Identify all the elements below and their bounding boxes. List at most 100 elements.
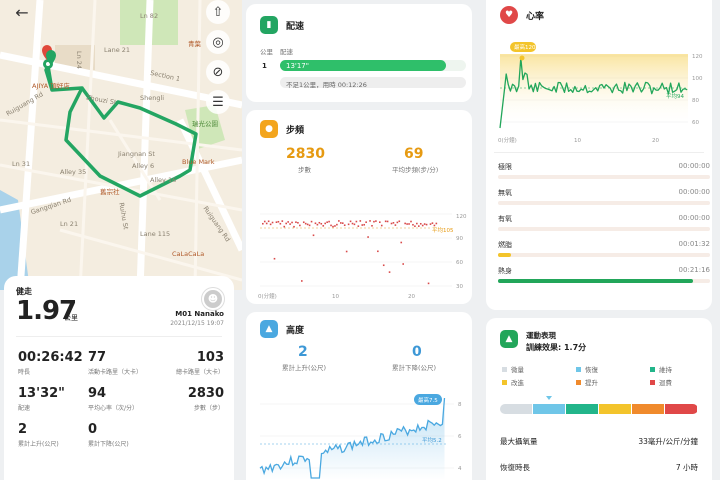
heart-y-tick: 60 xyxy=(692,120,699,126)
street-label: Jiangnan St xyxy=(118,150,155,158)
effect-bar-segment xyxy=(599,404,631,414)
distance-value: 1.97 xyxy=(16,296,77,326)
zone-fill xyxy=(498,279,694,283)
cadence-point xyxy=(400,241,403,244)
heart-zone-row: 無氧 00:00:00 xyxy=(498,188,710,216)
cadence-x-tick: 20 xyxy=(408,294,415,300)
heart-rate-chart: 最高120 平均94 120 100 80 60 0(分鐘) 10 20 xyxy=(498,42,703,144)
zone-time: 00:00:00 xyxy=(678,162,710,170)
share-icon[interactable]: ⇧ xyxy=(206,0,230,24)
stat-steps: 2830 步數（步） xyxy=(187,386,224,412)
divider xyxy=(494,152,704,153)
cadence-point xyxy=(392,222,395,224)
cadence-point xyxy=(363,223,365,226)
heart-x-tick: 0(分鐘) xyxy=(498,136,517,144)
heart-zone-row: 熱身 00:21:16 xyxy=(498,266,710,294)
cadence-point xyxy=(338,220,340,222)
heart-y-tick: 120 xyxy=(692,54,703,60)
cadence-point xyxy=(306,223,309,226)
recovery-value: 7 小時 xyxy=(675,463,698,472)
training-effect-bar xyxy=(500,404,698,414)
cadence-chart: 平均105 120 90 60 30 0(分鐘) 10 20 xyxy=(258,213,467,300)
poi-label: 瑞光公園 xyxy=(192,120,218,128)
cadence-point xyxy=(289,223,291,225)
cadence-point xyxy=(365,221,367,223)
avg-cadence-label: 平均步頻(步/分) xyxy=(392,166,439,174)
route-map[interactable]: Ln 82 Section 1 Lane 21 Ln 24 Shengli Ru… xyxy=(0,0,242,290)
cadence-point xyxy=(262,222,264,225)
cadence-point xyxy=(316,223,319,226)
cadence-point xyxy=(429,223,432,225)
pace-bar xyxy=(280,60,446,71)
street-label: Ln 31 xyxy=(12,160,31,168)
cadence-point xyxy=(295,221,297,223)
cadence-card: ● 步頻 2830 步數 69 平均步頻(步/分) 平均105 120 90 6… xyxy=(246,110,472,304)
heart-zone-row: 燃脂 00:01:32 xyxy=(498,240,710,268)
ascent-value: 2 xyxy=(298,344,308,360)
heart-y-tick: 80 xyxy=(692,98,699,104)
hide-route-icon[interactable]: ⊘ xyxy=(206,60,230,84)
cadence-point xyxy=(353,223,356,226)
cadence-point xyxy=(394,224,397,226)
ascent-label: 累計上升(公尺) xyxy=(282,364,327,372)
cadence-point xyxy=(425,223,428,226)
footprint-icon: ● xyxy=(260,120,278,138)
stat-pace: 13'32" 配速 xyxy=(18,386,65,412)
legend-item: 改進 xyxy=(502,377,524,387)
summary-card: 健走 1.97 公里 ☻ M01 Nanako 2021/12/15 19:07… xyxy=(4,276,234,480)
cadence-point xyxy=(355,220,358,223)
street-label: Ln 21 xyxy=(60,220,79,228)
street-label: Lane 21 xyxy=(104,46,131,54)
distance-unit: 公里 xyxy=(64,314,78,322)
street-label: Alley 6 xyxy=(132,162,155,170)
cadence-point xyxy=(427,282,430,285)
cadence-x-tick: 0(分鐘) xyxy=(258,292,277,300)
descent-label: 累計下降(公尺) xyxy=(392,364,437,372)
cadence-point xyxy=(367,236,369,238)
cadence-title: 步頻 xyxy=(286,126,305,136)
legend-label: 微量 xyxy=(511,366,524,374)
heart-icon: ♥ xyxy=(500,6,518,24)
stat-ascent: 2 累計上升(公尺) xyxy=(18,422,59,448)
cadence-x-tick: 10 xyxy=(332,294,339,300)
pace-col-km: 公里 xyxy=(260,48,273,56)
cadence-point xyxy=(302,221,305,224)
cadence-y-tick: 30 xyxy=(456,284,463,290)
cadence-point xyxy=(267,220,270,223)
street-label: Lane 115 xyxy=(140,230,171,238)
cadence-point xyxy=(304,222,307,225)
training-card: ▲ 運動表現 訓練效果: 1.7分 微量 恢復 維持 改進 提升 迴費 最大攝氧量 33毫… xyxy=(486,318,712,480)
heart-rate-card: ♥ 心率 最高120 平均94 120 100 80 60 0(分鐘) 10 2… xyxy=(486,0,712,310)
cadence-point xyxy=(320,222,323,225)
avatar[interactable]: ☻ xyxy=(202,288,224,310)
heart-max-bubble xyxy=(510,42,536,52)
divider xyxy=(16,336,222,337)
zone-name: 無氧 xyxy=(498,189,512,197)
cadence-point xyxy=(340,222,342,224)
zone-fill xyxy=(498,253,511,257)
legend-label: 恢復 xyxy=(585,366,598,374)
cadence-point xyxy=(406,223,408,225)
heart-avg-tag: 平均94 xyxy=(666,92,684,100)
heart-zone-row: 極限 00:00:00 xyxy=(498,162,710,190)
vo2-value: 33毫升/公斤/分鐘 xyxy=(638,437,698,446)
cadence-point xyxy=(297,221,299,224)
right-column: ♥ 心率 最高120 平均94 120 100 80 60 0(分鐘) 10 2… xyxy=(484,0,720,480)
elevation-y-tick: 6 xyxy=(458,434,462,440)
layers-icon[interactable]: ☰ xyxy=(206,90,230,114)
pace-row-value: 13'17" xyxy=(286,62,309,70)
elevation-avg-tag: 平均5.2 xyxy=(422,436,442,444)
shield-icon: ▲ xyxy=(500,330,518,348)
street-label: Ln 24 xyxy=(75,50,84,70)
cadence-point xyxy=(324,222,326,225)
legend-item: 維持 xyxy=(650,364,672,374)
cadence-point xyxy=(410,220,412,223)
locate-icon[interactable]: ◎ xyxy=(206,30,230,54)
zone-name: 熱身 xyxy=(498,267,512,275)
legend-label: 維持 xyxy=(659,366,672,374)
stat-total-calories: 103 總卡路里（大卡） xyxy=(175,350,224,376)
cadence-point xyxy=(285,222,287,225)
cadence-point xyxy=(291,221,293,224)
cadence-point xyxy=(326,221,328,224)
back-arrow-icon[interactable]: ← xyxy=(15,2,29,22)
